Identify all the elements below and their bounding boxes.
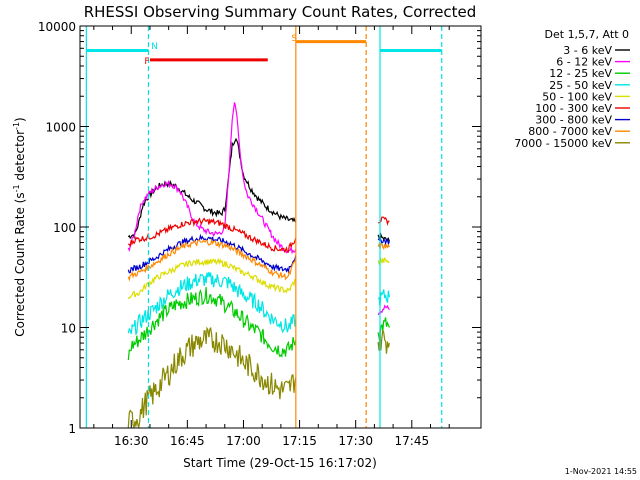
legend-label-300-800-kev: 300 - 800 keV [535, 114, 612, 127]
footer-date: 1-Nov-2021 14:55 [565, 467, 637, 476]
series-line-25-50-kev-seg1 [127, 271, 297, 335]
series-line-50-100-kev-seg1 [127, 257, 296, 300]
legend-label-800-7000-kev: 800 - 7000 keV [528, 125, 612, 138]
y-axis-label: Corrected Count Rate (s-1 detector-1) [12, 117, 27, 336]
y-tick-label-1000: 1000 [45, 121, 76, 135]
x-tick-label-1715: 17:15 [282, 434, 317, 448]
series-line-12-25-kev-seg1 [127, 287, 297, 361]
x-tick-label-1645: 16:45 [170, 434, 205, 448]
legend-label-12-25-kev: 12 - 25 keV [549, 67, 612, 80]
annotation-f: F [144, 57, 149, 67]
y-tick-label-1: 1 [68, 422, 76, 436]
legend-label-6-12-kev: 6 - 12 keV [556, 56, 612, 69]
x-tick-label-1630: 16:30 [114, 434, 149, 448]
series-line-7000-15000-kev-seg1 [127, 326, 297, 428]
legend-label-25-50-kev: 25 - 50 keV [549, 79, 612, 92]
legend-label-3-6-kev: 3 - 6 keV [563, 44, 612, 57]
plot-area: NF S [85, 26, 443, 428]
x-axis-label: Start Time (29-Oct-15 16:17:02) [183, 456, 377, 470]
y-tick-label-10: 10 [61, 322, 76, 336]
series-line-6-12-kev-seg1 [127, 102, 297, 255]
legend-label-7000-15000-kev: 7000 - 15000 keV [514, 137, 612, 150]
series-line-300-800-kev-seg1 [127, 233, 297, 275]
x-tick-label-1730: 17:30 [338, 434, 373, 448]
y-tick-label-10000: 10000 [38, 20, 76, 34]
legend-label-100-300-kev: 100 - 300 keV [535, 102, 612, 115]
annotation-s: S [291, 34, 297, 44]
x-tick-label-1700: 17:00 [226, 434, 261, 448]
annotation-n: N [151, 42, 158, 52]
y-tick-label-100: 100 [53, 221, 76, 235]
axes-layer: 16:30 16:45 17:00 17:15 17:30 17:45 1 10 100 1000… [38, 20, 481, 448]
x-tick-label-1745: 17:45 [395, 434, 430, 448]
legend-label-50-100-kev: 50 - 100 keV [542, 90, 612, 103]
series-line-100-300-kev-seg1 [127, 217, 297, 254]
legend-title: Det 1,5,7, Att 0 [545, 28, 629, 41]
series-line-800-7000-kev-seg1 [127, 237, 297, 282]
status-bars-layer: NF S [85, 26, 443, 428]
chart-title: RHESSI Observing Summary Count Rates, Co… [84, 3, 477, 21]
